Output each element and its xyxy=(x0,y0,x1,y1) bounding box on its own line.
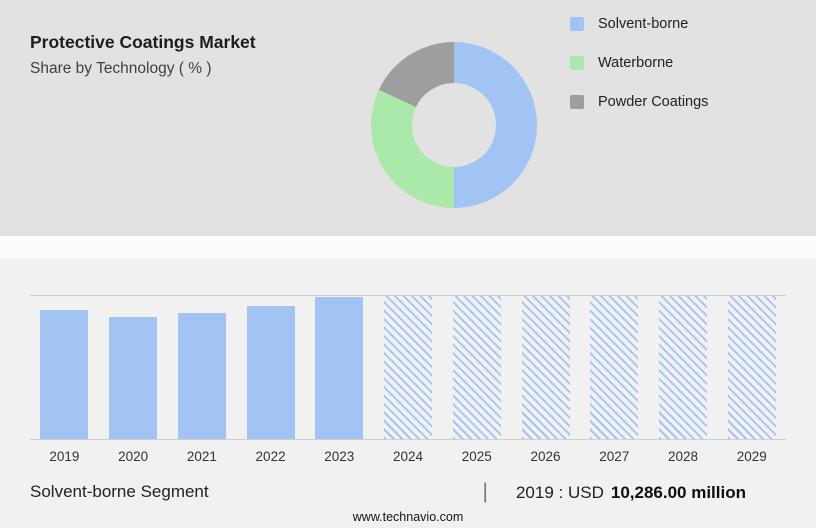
bar-cell-2020 xyxy=(99,296,168,439)
bar-chart: 2019 2020 2021 2022 2023 2024 2025 2026 2027 2028… xyxy=(30,295,786,464)
x-axis-label-2023: 2023 xyxy=(324,449,355,464)
bar-cell-2022 xyxy=(236,296,305,439)
bar-cell-2023 xyxy=(305,296,374,439)
x-axis-label-2020: 2020 xyxy=(118,449,149,464)
bar-cell-2021 xyxy=(167,296,236,439)
forecast-bar-2025 xyxy=(452,296,501,439)
forecast-bar-2029 xyxy=(727,296,776,439)
x-axis-label-2019: 2019 xyxy=(49,449,80,464)
x-axis-label-2025: 2025 xyxy=(461,449,492,464)
website-url: www.technavio.com xyxy=(352,510,464,524)
donut-chart xyxy=(371,42,537,208)
x-axis-label-2024: 2024 xyxy=(393,449,424,464)
legend-swatch-green-icon xyxy=(570,55,584,70)
x-axis-label-2026: 2026 xyxy=(530,449,561,464)
x-axis-label-2027: 2027 xyxy=(599,449,630,464)
segment-label: Solvent-borne Segment xyxy=(30,482,209,501)
bar-2021 xyxy=(177,312,226,439)
footer-row: Solvent-borne Segment | 2019 : USD 10,28… xyxy=(30,480,786,504)
legend-swatch-blue-icon xyxy=(570,16,584,31)
bar-cell-2027 xyxy=(580,296,649,439)
forecast-bar-2024 xyxy=(384,296,433,439)
legend-label: Solvent-borne xyxy=(598,15,689,32)
bar-2022 xyxy=(246,306,295,439)
bar-2020 xyxy=(109,317,158,439)
bar-2023 xyxy=(315,297,364,439)
forecast-bar-2027 xyxy=(590,296,639,439)
bar-2019 xyxy=(40,309,89,439)
value-prefix: 2019 : USD xyxy=(515,483,604,502)
bar-cell-2029 xyxy=(717,296,786,439)
legend-swatch-gray-icon xyxy=(570,94,584,109)
page-subtitle: Share by Technology ( % ) xyxy=(30,60,212,77)
x-axis-label-2021: 2021 xyxy=(186,449,217,464)
vertical-separator: | xyxy=(482,480,488,503)
section-divider xyxy=(0,236,816,258)
bar-chart-plot-area xyxy=(30,295,786,440)
bar-chart-x-axis: 2019 2020 2021 2022 2023 2024 2025 2026 2027 2028… xyxy=(30,449,786,464)
legend-item-waterborne: Waterborne xyxy=(570,54,708,71)
bottom-section: 2019 2020 2021 2022 2023 2024 2025 2026 2027 2028… xyxy=(0,258,816,528)
legend-item-solvent-borne: Solvent-borne xyxy=(570,15,708,32)
legend: Solvent-borne Waterborne Powder Coatings xyxy=(570,16,708,133)
forecast-bar-2028 xyxy=(658,296,707,439)
bar-cell-2024 xyxy=(374,296,443,439)
value-bold: 10,286.00 million xyxy=(610,483,746,502)
x-axis-label-2022: 2022 xyxy=(255,449,286,464)
donut-chart-hole xyxy=(412,83,496,167)
bar-cell-2026 xyxy=(511,296,580,439)
legend-label: Waterborne xyxy=(598,54,674,71)
bar-cell-2028 xyxy=(649,296,718,439)
bar-cell-2019 xyxy=(30,296,99,439)
bar-cell-2025 xyxy=(442,296,511,439)
page-title: Protective Coatings Market xyxy=(30,32,256,52)
x-axis-label-2028: 2028 xyxy=(667,449,698,464)
legend-item-powder-coatings: Powder Coatings xyxy=(570,93,709,110)
x-axis-label-2029: 2029 xyxy=(736,449,767,464)
legend-label: Powder Coatings xyxy=(598,93,709,110)
top-section: Protective Coatings Market Share by Tech… xyxy=(0,0,816,236)
footer-value-group: | 2019 : USD 10,286.00 million xyxy=(483,480,787,504)
forecast-bar-2026 xyxy=(521,296,570,439)
